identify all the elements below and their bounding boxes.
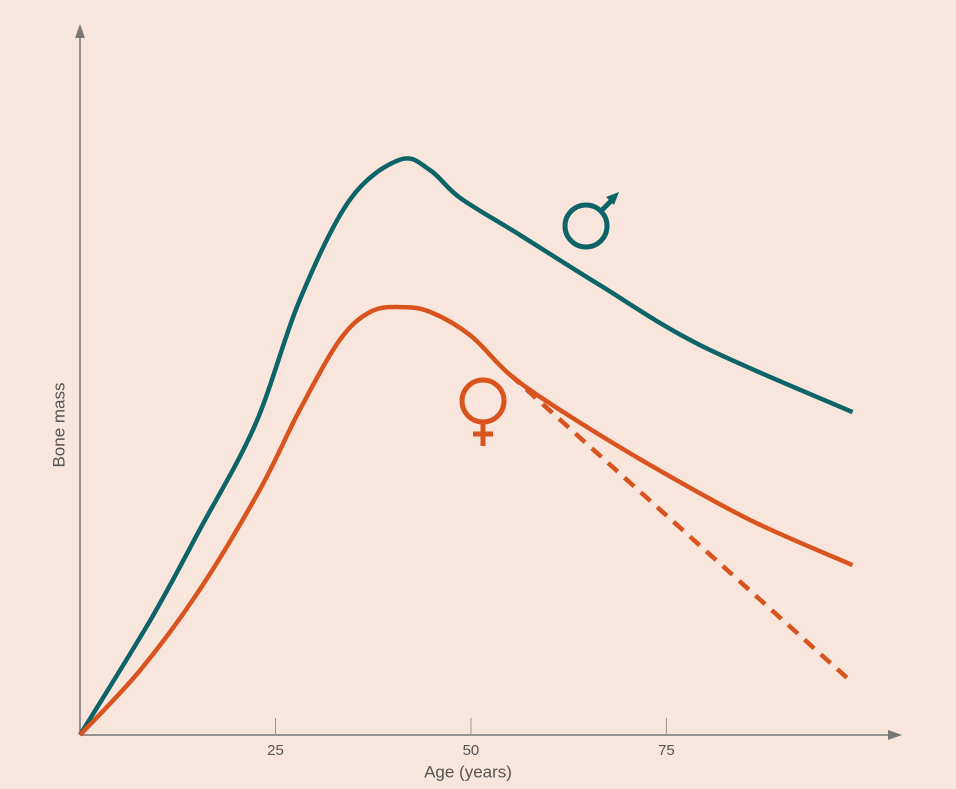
- x-tick-label: 75: [658, 742, 675, 759]
- line: [78, 156, 854, 737]
- line: [78, 304, 854, 737]
- y-axis-arrow: [75, 24, 85, 38]
- x-tick-label: 25: [267, 742, 284, 759]
- male-symbol: [562, 192, 619, 250]
- x-axis-arrow: [888, 730, 902, 740]
- female-symbol: [459, 377, 507, 446]
- x-axis-title: Age (years): [424, 762, 512, 781]
- x-tick-label: 50: [463, 742, 480, 759]
- y-axis-title: Bone mass: [49, 382, 68, 467]
- line: [508, 373, 855, 685]
